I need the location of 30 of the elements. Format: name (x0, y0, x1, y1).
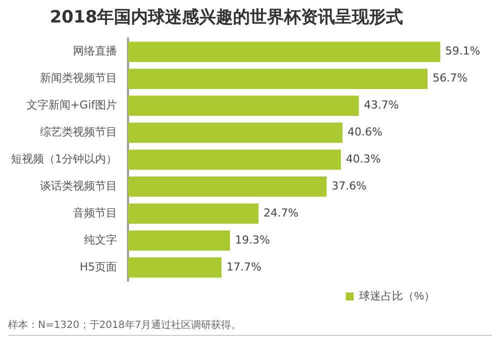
data-label: 24.7% (263, 206, 298, 220)
bar (128, 204, 258, 224)
data-label: 56.7% (432, 72, 468, 85)
bar (128, 42, 440, 62)
y-tick-label: 纯文字 (84, 233, 117, 246)
y-tick-label: H5页面 (80, 260, 117, 274)
chart-title: 2018年国内球迷感兴趣的世界杯资讯呈现形式 (50, 8, 404, 28)
data-label: 19.3% (234, 233, 270, 246)
y-tick-label: 综艺类视频节目 (40, 126, 117, 139)
data-label: 59.1% (445, 44, 480, 58)
data-label: 40.6% (348, 126, 382, 139)
text: 样本：N=1320；于2018年7月通过社区调研获得。 (8, 318, 242, 332)
y-tick-label: 短视频（1分钟以内） (11, 152, 117, 166)
bar (128, 176, 327, 197)
bar (128, 257, 222, 278)
legend-label: 球迷占比（%） (359, 290, 435, 303)
bar (128, 68, 428, 89)
y-tick-label: 网络直播 (73, 44, 117, 58)
bar (128, 150, 341, 170)
bar (128, 96, 359, 116)
y-tick-label: 文字新闻+Gif图片 (26, 98, 117, 112)
data-label: 43.7% (364, 98, 399, 112)
bar (128, 230, 230, 251)
bar (128, 122, 343, 143)
data-label: 37.6% (332, 180, 367, 193)
y-tick-label: 谈话类视频节目 (40, 180, 117, 193)
y-tick-label: 新闻类视频节目 (40, 72, 117, 85)
data-label: 17.7% (226, 260, 262, 274)
y-tick-label: 音频节目 (73, 206, 117, 220)
data-label: 40.3% (346, 152, 381, 166)
